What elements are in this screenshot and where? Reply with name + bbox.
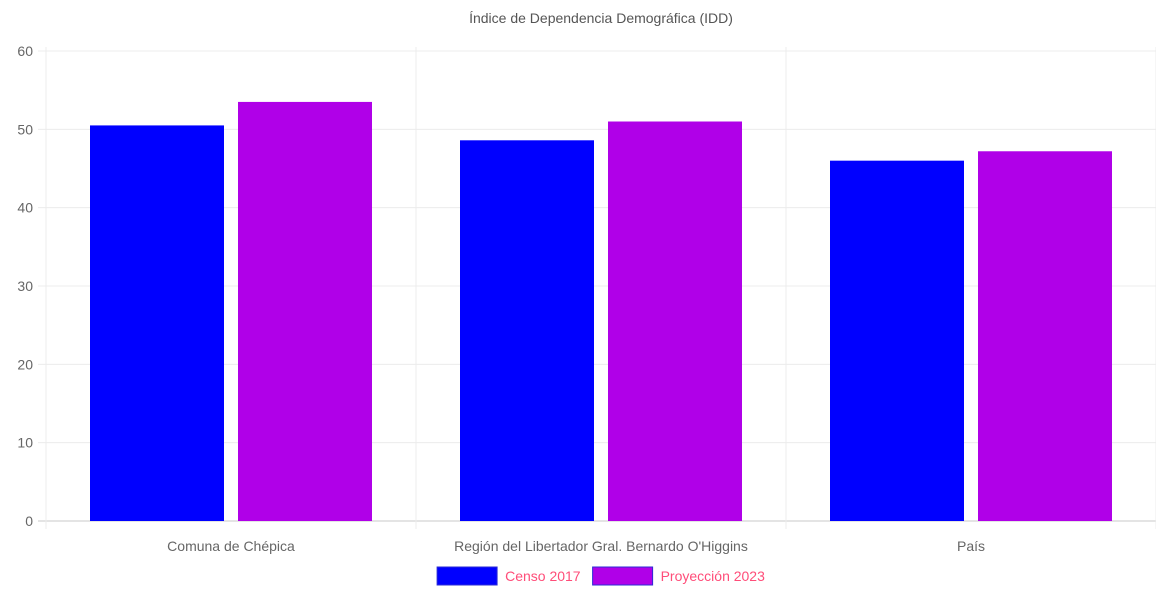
bar[interactable] — [608, 121, 742, 522]
chart-title: Índice de Dependencia Demográfica (IDD) — [469, 10, 733, 26]
y-tick-label: 60 — [17, 43, 33, 59]
bar[interactable] — [90, 125, 224, 522]
bar[interactable] — [830, 160, 964, 521]
y-tick-label: 0 — [25, 513, 33, 529]
y-tick-label: 30 — [17, 278, 33, 294]
x-tick-label: Región del Libertador Gral. Bernardo O'H… — [454, 538, 748, 554]
legend-swatch[interactable] — [436, 566, 498, 586]
y-tick-label: 40 — [17, 200, 33, 216]
y-tick-label: 50 — [17, 121, 33, 137]
bar[interactable] — [978, 151, 1112, 521]
x-tick-label: País — [957, 538, 985, 554]
y-tick-label: 10 — [17, 435, 33, 451]
legend-swatch[interactable] — [592, 566, 654, 586]
y-tick-label: 20 — [17, 356, 33, 372]
bar[interactable] — [238, 101, 372, 522]
legend-label[interactable]: Censo 2017 — [505, 568, 581, 584]
legend-label[interactable]: Proyección 2023 — [661, 568, 766, 584]
bar[interactable] — [460, 140, 594, 522]
x-tick-label: Comuna de Chépica — [167, 538, 295, 554]
